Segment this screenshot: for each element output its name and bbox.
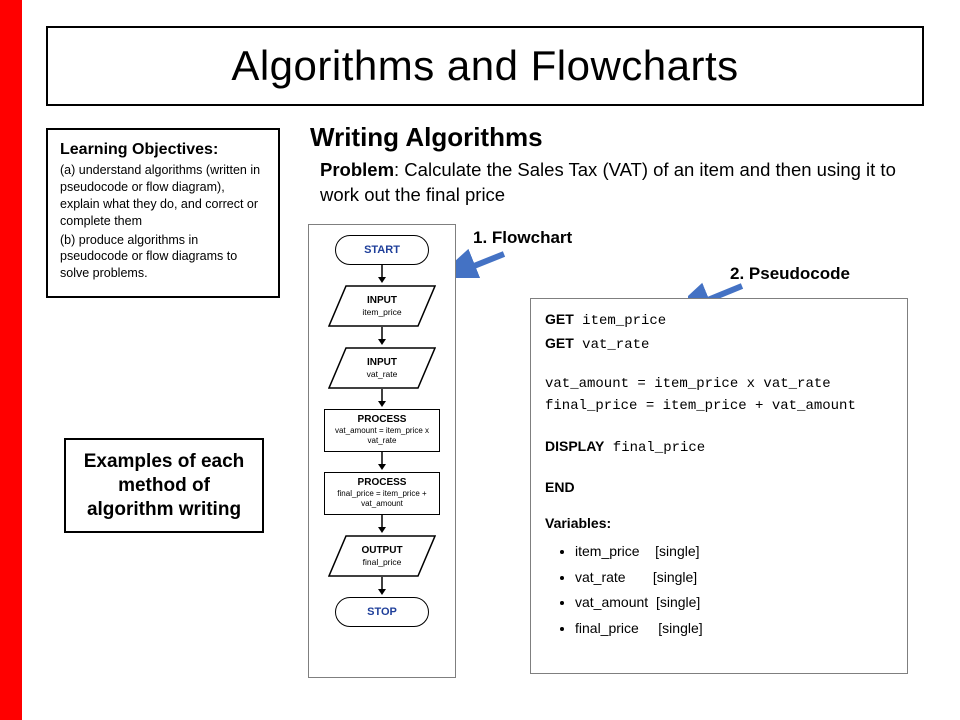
learning-objectives-box: Learning Objectives: (a) understand algo… xyxy=(46,128,280,298)
arrow-to-flowchart-icon xyxy=(454,248,508,278)
flow-arrow-icon xyxy=(376,452,388,472)
node-sublabel: item_price xyxy=(362,307,401,317)
flow-arrow-icon xyxy=(376,389,388,409)
examples-caption-box: Examples of each method of algorithm wri… xyxy=(64,438,264,533)
node-label: PROCESS xyxy=(358,414,407,425)
variable-item: item_price [single] xyxy=(575,541,893,563)
flowchart-node-process-1: PROCESS vat_amount = item_price x vat_ra… xyxy=(324,409,440,452)
accent-strip xyxy=(0,0,22,720)
node-label: STOP xyxy=(367,606,397,618)
flowchart-node-stop: STOP xyxy=(335,597,429,627)
page-title: Algorithms and Flowcharts xyxy=(231,42,738,90)
var-name: final_price xyxy=(575,620,639,636)
pseudocode-calc-1: vat_amount = item_price x vat_rate xyxy=(545,374,893,396)
variable-item: vat_rate [single] xyxy=(575,567,893,589)
node-label: OUTPUT xyxy=(361,545,402,556)
variable-item: vat_amount [single] xyxy=(575,592,893,614)
pseudocode-panel: GET item_price GET vat_rate vat_amount =… xyxy=(530,298,908,674)
problem-statement: Problem: Calculate the Sales Tax (VAT) o… xyxy=(320,158,920,208)
flowchart-node-output: OUTPUT final_price xyxy=(328,535,436,577)
flowchart-label: 1. Flowchart xyxy=(473,228,572,248)
pseudocode-label: 2. Pseudocode xyxy=(730,264,850,284)
var-type: [single] xyxy=(655,543,699,559)
node-label: INPUT xyxy=(367,295,397,306)
examples-caption: Examples of each method of algorithm wri… xyxy=(74,450,254,521)
node-sublabel: vat_rate xyxy=(367,369,398,379)
variable-item: final_price [single] xyxy=(575,618,893,640)
var-type: [single] xyxy=(658,620,702,636)
pseudocode-line: GET item_price xyxy=(545,309,893,333)
pseudocode-display: DISPLAY final_price xyxy=(545,436,893,460)
objective-b: (b) produce algorithms in pseudocode or … xyxy=(60,232,266,283)
node-sublabel: vat_amount = item_price x vat_rate xyxy=(329,426,435,445)
var-name: item_price xyxy=(575,543,640,559)
pseudocode-line: GET vat_rate xyxy=(545,333,893,357)
code-text: item_price xyxy=(574,313,666,329)
variables-list: item_price [single] vat_rate [single] va… xyxy=(575,541,893,640)
objective-a: (a) understand algorithms (written in ps… xyxy=(60,162,266,230)
var-name: vat_amount xyxy=(575,594,648,610)
pseudocode-calc-2: final_price = item_price + vat_amount xyxy=(545,396,893,418)
code-text: final_price xyxy=(604,440,705,456)
node-sublabel: final_price xyxy=(363,557,402,567)
var-type: [single] xyxy=(653,569,697,585)
problem-label: Problem xyxy=(320,159,394,180)
var-type: [single] xyxy=(656,594,700,610)
flowchart-node-process-2: PROCESS final_price = item_price + vat_a… xyxy=(324,472,440,515)
node-sublabel: final_price = item_price + vat_amount xyxy=(329,489,435,508)
node-label: START xyxy=(364,244,400,256)
node-label: INPUT xyxy=(367,357,397,368)
variables-heading: Variables: xyxy=(545,513,893,535)
keyword: GET xyxy=(545,311,574,327)
flowchart-node-input-2: INPUT vat_rate xyxy=(328,347,436,389)
section-title: Writing Algorithms xyxy=(310,122,543,153)
flowchart-node-input-1: INPUT item_price xyxy=(328,285,436,327)
objectives-heading: Learning Objectives: xyxy=(60,140,266,160)
problem-text: : Calculate the Sales Tax (VAT) of an it… xyxy=(320,159,896,205)
flow-arrow-icon xyxy=(376,327,388,347)
title-box: Algorithms and Flowcharts xyxy=(46,26,924,106)
var-name: vat_rate xyxy=(575,569,626,585)
keyword: GET xyxy=(545,335,574,351)
flow-arrow-icon xyxy=(376,577,388,597)
keyword: DISPLAY xyxy=(545,438,604,454)
code-text: vat_rate xyxy=(574,337,650,353)
flow-arrow-icon xyxy=(376,515,388,535)
pseudocode-end: END xyxy=(545,477,893,499)
node-label: PROCESS xyxy=(358,477,407,488)
flowchart-node-start: START xyxy=(335,235,429,265)
flow-arrow-icon xyxy=(376,265,388,285)
flowchart-panel: START INPUT item_price INPUT vat_rate PR… xyxy=(308,224,456,678)
